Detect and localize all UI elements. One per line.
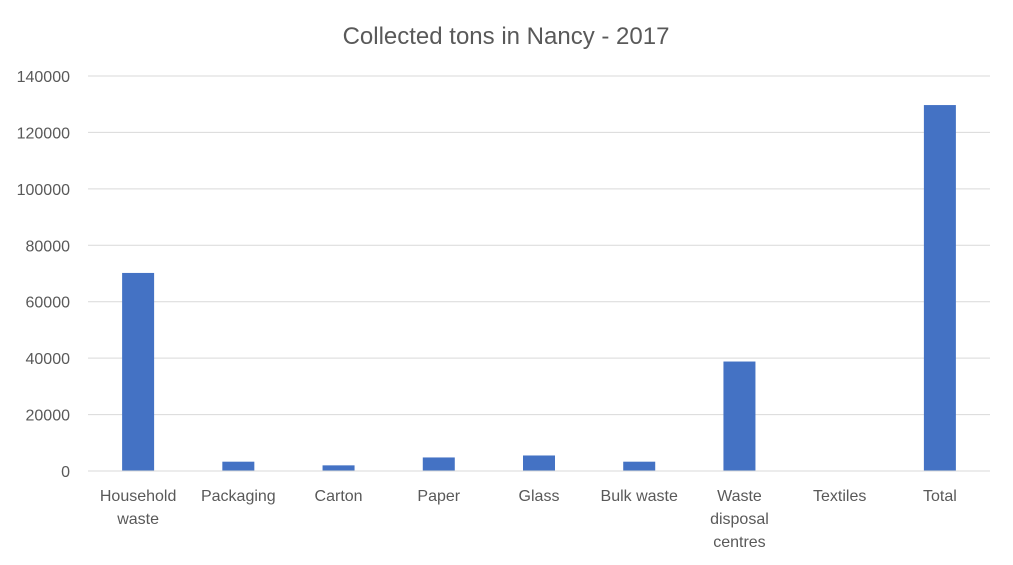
x-axis-category-labels: Household waste Packaging Carton Paper Glass B… bbox=[100, 488, 957, 551]
x-category-label: Textiles bbox=[813, 488, 866, 505]
bar bbox=[422, 457, 455, 471]
y-tick-label: 40000 bbox=[26, 351, 71, 368]
x-category-label: Waste bbox=[717, 488, 762, 505]
y-tick-label: 120000 bbox=[17, 125, 70, 142]
x-category-label: Paper bbox=[417, 488, 460, 505]
bar bbox=[322, 465, 355, 471]
x-category-label: centres bbox=[713, 534, 765, 551]
x-category-label: Household bbox=[100, 488, 177, 505]
x-category-label: Bulk waste bbox=[601, 488, 678, 505]
x-category-label: waste bbox=[116, 511, 159, 528]
y-tick-label: 60000 bbox=[26, 295, 71, 312]
x-category-label: Carton bbox=[315, 488, 363, 505]
x-category-label: Glass bbox=[519, 488, 560, 505]
y-tick-label: 20000 bbox=[26, 408, 71, 425]
bar bbox=[222, 461, 255, 471]
bar bbox=[523, 455, 555, 471]
x-category-label: disposal bbox=[710, 511, 769, 528]
y-tick-label: 80000 bbox=[26, 238, 71, 255]
x-category-label: Total bbox=[923, 488, 957, 505]
y-tick-label: 100000 bbox=[17, 182, 70, 199]
y-tick-label: 0 bbox=[61, 464, 70, 481]
y-axis-tick-labels: 0 20000 40000 60000 80000 100000 120000 140000 bbox=[17, 69, 70, 481]
bar bbox=[623, 461, 656, 471]
bar bbox=[723, 361, 756, 471]
x-category-label: Packaging bbox=[201, 488, 276, 505]
gridlines bbox=[88, 75, 990, 416]
bar bbox=[122, 272, 155, 471]
chart-title: Collected tons in Nancy - 2017 bbox=[343, 23, 670, 50]
y-tick-label: 140000 bbox=[17, 69, 70, 86]
bar bbox=[923, 105, 956, 471]
bars bbox=[122, 105, 956, 471]
